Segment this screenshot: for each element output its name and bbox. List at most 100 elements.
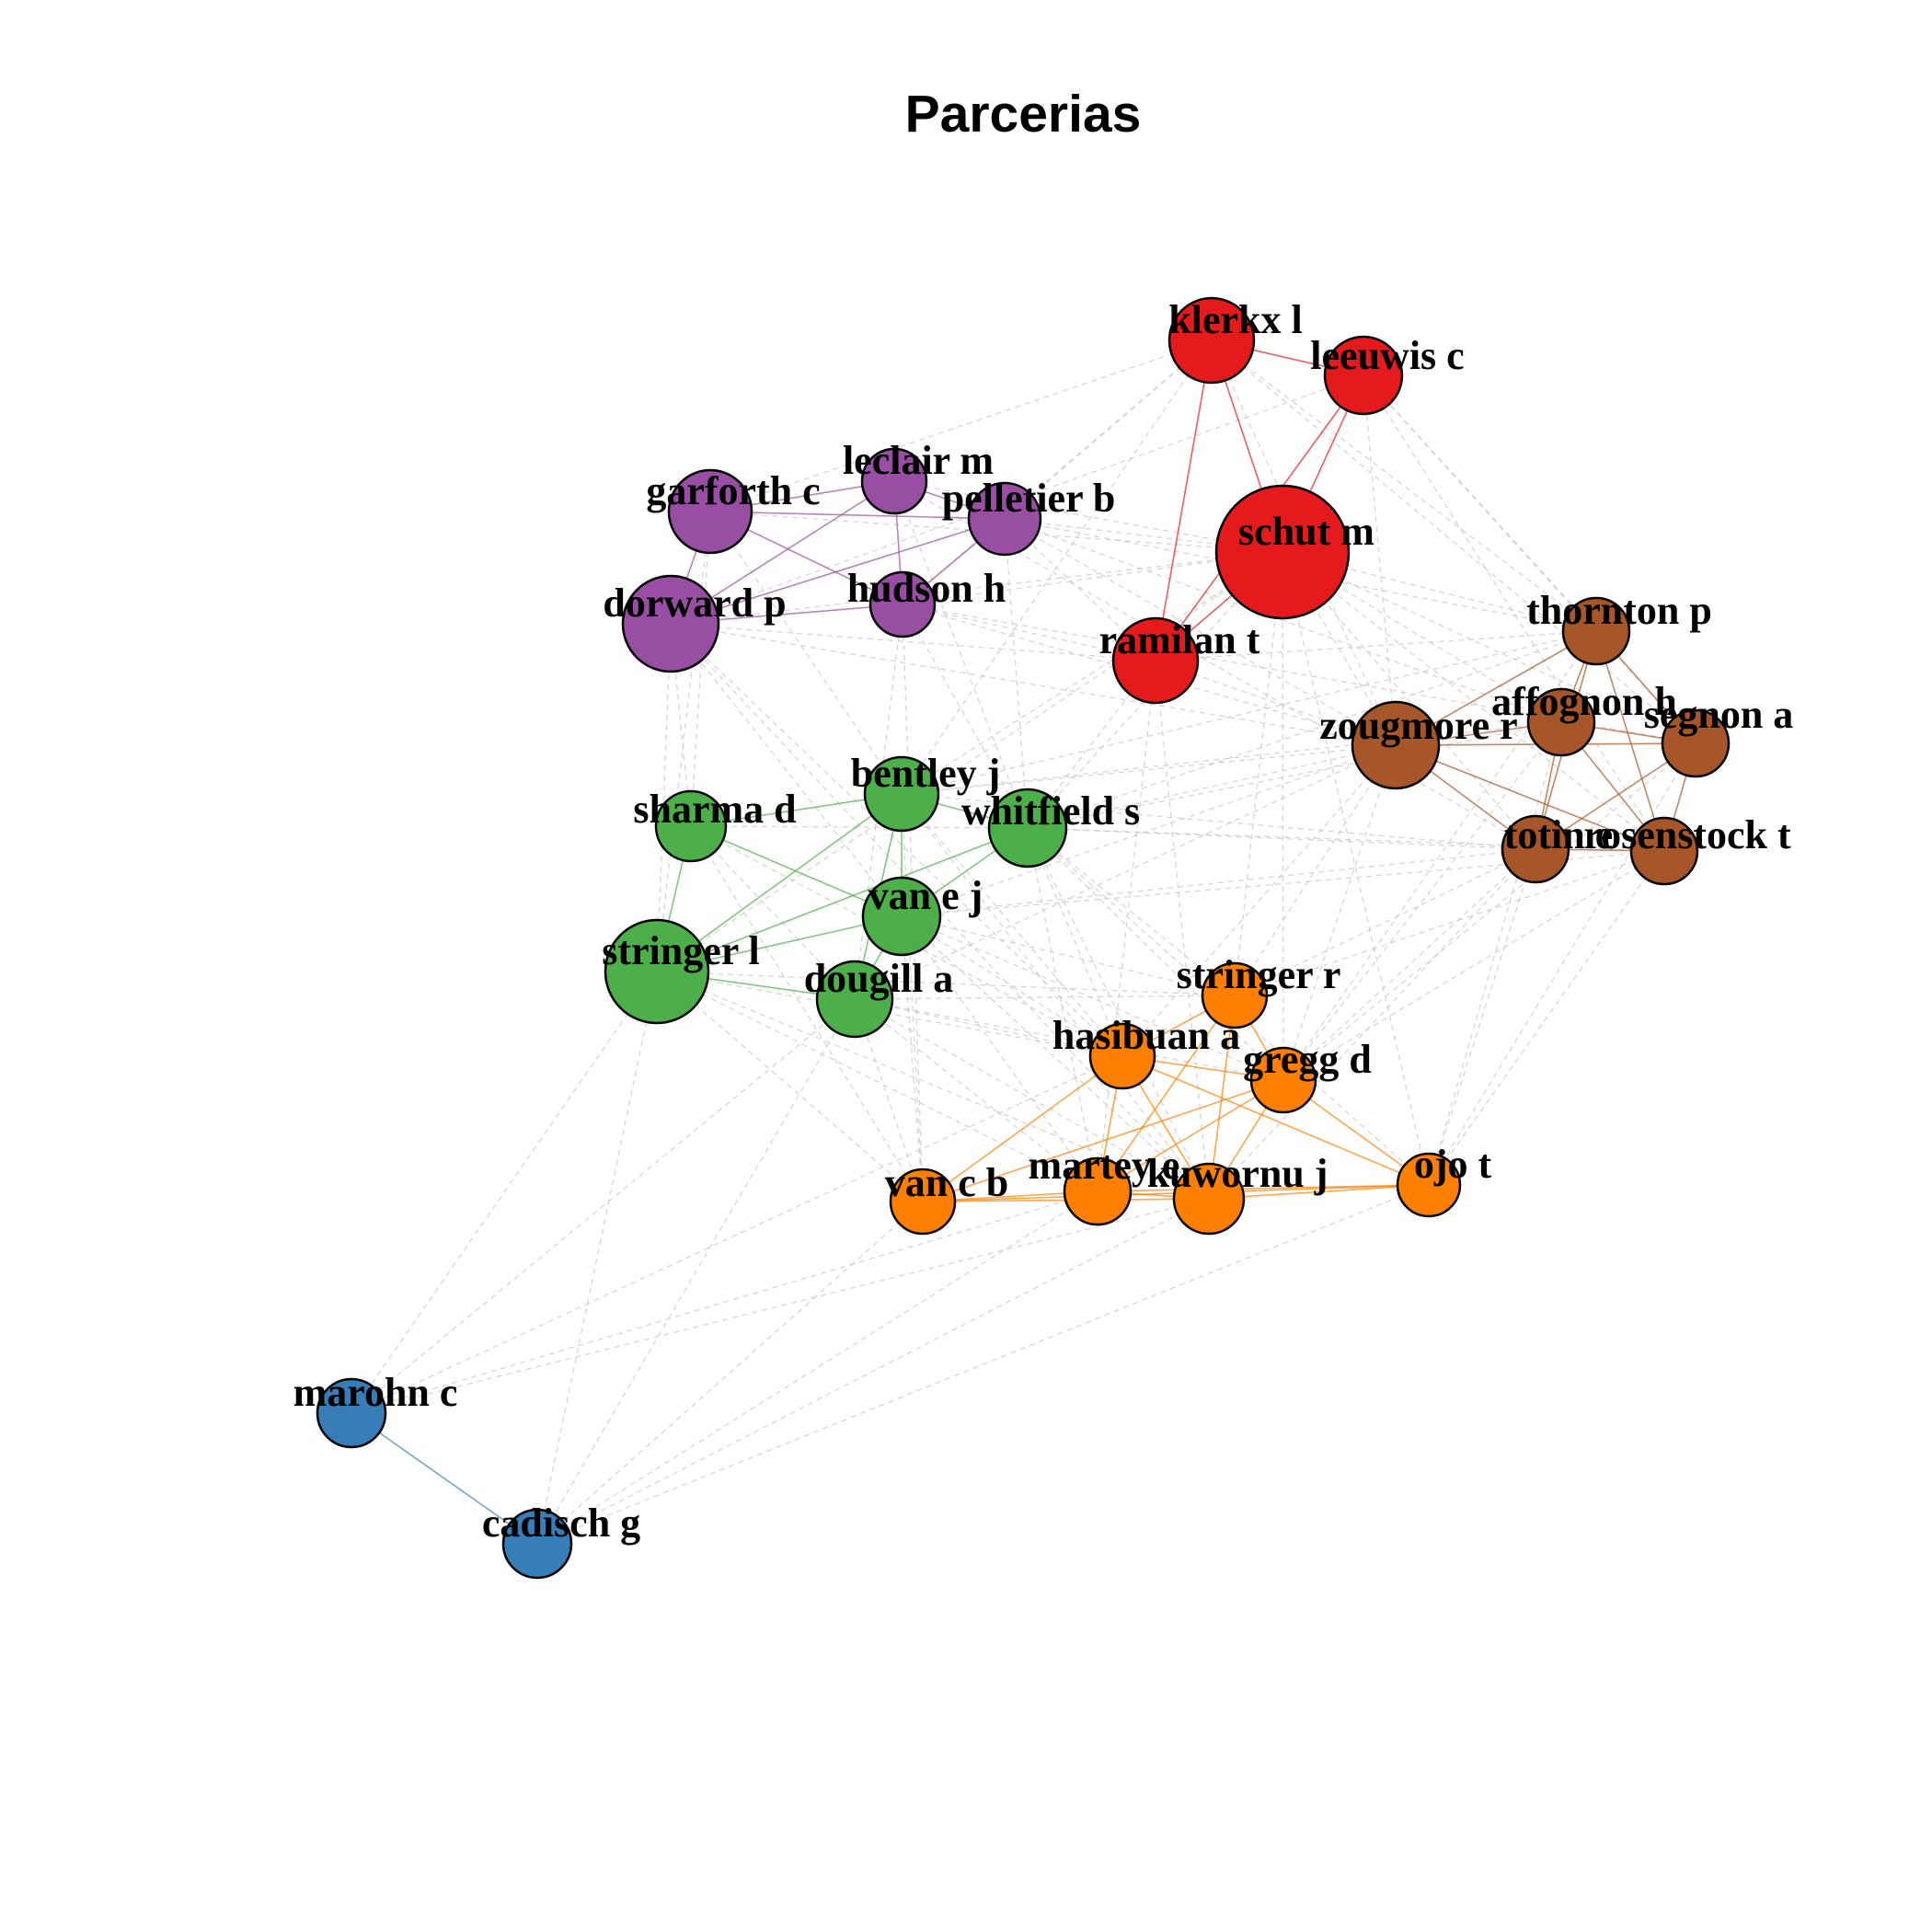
edge-dougill-cadisch (536, 998, 856, 1545)
edge-totin-ojo (1428, 848, 1536, 1186)
edge-klerkx-ramilan (1155, 339, 1213, 661)
edge-klerkx-garforth (709, 339, 1213, 512)
label-hasibuan: hasibuan a (1052, 1013, 1240, 1058)
edge-leeuwis-segnon (1363, 374, 1696, 744)
edge-segnon-ojo (1428, 742, 1696, 1186)
label-dorward: dorward p (603, 581, 786, 626)
label-vanej: van e j (868, 873, 983, 918)
node-stringerl (604, 918, 710, 1025)
edge-sharma-vancb (690, 825, 924, 1202)
edge-rosenstock-gregg (1282, 850, 1665, 1081)
edge-schut-gregg (1282, 551, 1284, 1081)
label-marohn: marohn c (293, 1370, 458, 1415)
edge-garforth-bentley (709, 511, 903, 795)
edge-dorward-stringerl (656, 623, 672, 972)
edge-zougmore-hasibuan (1121, 744, 1397, 1057)
edge-zougmore-bentley (901, 744, 1397, 795)
edge-totin-kuwornu (1208, 848, 1536, 1200)
label-leclair: leclair m (843, 438, 994, 483)
node-hudson (868, 570, 937, 638)
edge-ramilan-thornton (1155, 630, 1597, 661)
label-rosenstock: rosenstock t (1583, 812, 1791, 857)
edge-gregg-martey (1097, 1079, 1284, 1192)
edge-schut-bentley (901, 551, 1283, 795)
edge-stringerl-cadisch (536, 971, 658, 1545)
edge-vanej-gregg (901, 915, 1284, 1081)
label-cadisch: cadisch g (482, 1501, 640, 1546)
label-thornton: thornton p (1526, 588, 1712, 633)
label-zougmore: zougmore r (1319, 703, 1517, 748)
edge-whitfield-hasibuan (1027, 827, 1123, 1057)
edge-zougmore-dougill (854, 744, 1397, 1000)
edge-affognon-ojo (1428, 721, 1562, 1186)
edge-martey-marohn (351, 1190, 1098, 1414)
node-martey (1063, 1156, 1133, 1226)
edge-affognon-gregg (1282, 721, 1562, 1081)
edge-rosenstock-stringerr (1234, 850, 1665, 996)
edge-stringerl-stringerr (656, 971, 1236, 996)
node-thornton (1561, 596, 1631, 666)
edge-bentley-kuwornu (901, 793, 1210, 1200)
edge-ramilan-dorward (670, 623, 1156, 661)
edge-ojo-cadisch (536, 1184, 1430, 1545)
label-whitfield: whitfield s (961, 788, 1140, 834)
edge-dougill-gregg (854, 998, 1284, 1081)
node-whitfield (987, 788, 1068, 868)
edge-schut-stringerr (1234, 551, 1283, 996)
label-sharma: sharma d (633, 787, 796, 832)
node-schut (1214, 484, 1351, 620)
node-segnon (1661, 708, 1731, 778)
edge-stringerl-martey (656, 971, 1098, 1192)
edge-rosenstock-ojo (1428, 850, 1665, 1186)
edge-thornton-bentley (901, 630, 1597, 795)
edge-martey-cadisch (536, 1190, 1098, 1545)
edge-vanej-hasibuan (901, 915, 1123, 1057)
edge-hudson-whitfield (902, 604, 1029, 829)
author-nodes (316, 296, 1731, 1580)
label-vancb: van c b (885, 1160, 1008, 1205)
edge-stringerl-kuwornu (656, 971, 1210, 1200)
edge-kuwornu-cadisch (536, 1198, 1210, 1545)
node-bentley (863, 755, 940, 833)
node-vancb (889, 1167, 957, 1236)
node-affognon (1526, 687, 1596, 757)
edge-leeuwis-thornton (1363, 374, 1597, 632)
edge-zougmore-stringerr (1234, 744, 1397, 996)
node-klerkx (1167, 296, 1256, 385)
edge-garforth-pelletier (709, 511, 1006, 520)
edge-ramilan-martey (1097, 660, 1156, 1192)
label-ojo: ojo t (1414, 1142, 1492, 1187)
edge-vanej-kuwornu (901, 915, 1210, 1200)
label-stringerl: stringer l (602, 928, 760, 973)
label-kuwornu: kuwornu j (1147, 1151, 1328, 1196)
edge-dougill-marohn (351, 998, 856, 1414)
edge-pelletier-whitfield (1004, 518, 1029, 829)
label-schut: schut m (1238, 509, 1374, 554)
edge-dougill-hasibuan (854, 998, 1123, 1057)
edge-hasibuan-ojo (1121, 1055, 1430, 1186)
label-leeuwis: leeuwis c (1310, 333, 1464, 378)
label-stringerr: stringer r (1177, 952, 1341, 997)
label-gregg: gregg d (1243, 1037, 1372, 1082)
edge-vanej-vancb (901, 915, 924, 1202)
edge-hasibuan-vancb (922, 1055, 1123, 1202)
node-zougmore (1351, 700, 1441, 790)
label-garforth: garforth c (646, 468, 820, 513)
node-leclair (860, 447, 928, 515)
edge-schut-segnon (1282, 551, 1696, 744)
edge-schut-ojo (1282, 551, 1430, 1186)
edge-zougmore-rosenstock (1395, 744, 1665, 852)
edge-dougill-stringerr (854, 995, 1236, 1000)
edge-pelletier-affognon (1004, 518, 1562, 723)
edge-schut-pelletier (1004, 518, 1283, 553)
edge-rosenstock-vanej (901, 850, 1665, 917)
label-klerkx: klerkx l (1168, 297, 1302, 342)
edge-segnon-gregg (1282, 742, 1696, 1081)
edge-gregg-vancb (922, 1079, 1284, 1202)
edge-dougill-martey (854, 998, 1098, 1192)
edge-dorward-vanej (670, 623, 903, 917)
edge-whitfield-kuwornu (1027, 827, 1210, 1200)
label-bentley: bentley j (851, 751, 1001, 796)
edge-klerkx-segnon (1211, 339, 1696, 744)
